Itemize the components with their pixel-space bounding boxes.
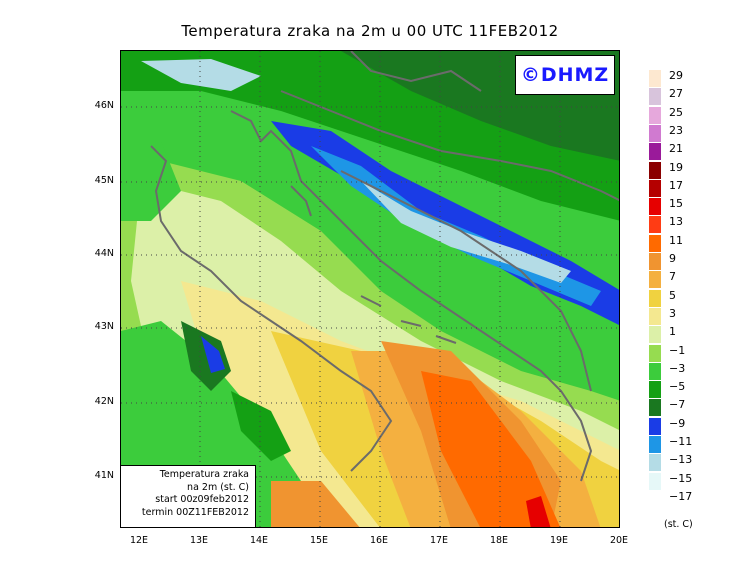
legend-label: 9 [669, 252, 676, 265]
lon-label: 20E [609, 535, 629, 546]
legend-label: 7 [669, 270, 676, 284]
legend-swatch [649, 399, 661, 417]
lat-label: 41N [94, 470, 114, 481]
legend-swatch [649, 253, 661, 270]
legend-label: −15 [669, 471, 693, 485]
lon-label: 14E [249, 535, 269, 546]
lon-label: 16E [369, 535, 389, 546]
lat-label: 42N [94, 396, 114, 407]
island-4 [435, 335, 457, 344]
legend-swatch [649, 161, 661, 179]
info-line-1: Temperatura zraka [159, 469, 249, 480]
legend-swatch [649, 124, 661, 142]
coastline-istria [230, 110, 322, 202]
lat-lon-grid [121, 51, 619, 527]
lon-label: 15E [309, 535, 329, 546]
info-line-2: na 2m (st. C) [187, 481, 249, 493]
legend-swatch [649, 381, 661, 399]
temperature-field-map [121, 51, 619, 527]
legend-label: −1 [669, 343, 686, 357]
legend-swatch [649, 289, 661, 307]
lat-label: 46N [94, 100, 114, 111]
italy-apennine-blue [201, 336, 225, 373]
italy-south-green [231, 391, 291, 461]
legend-label: −7 [669, 398, 686, 412]
legend-label: 13 [669, 215, 683, 229]
legend-label: −5 [669, 380, 686, 394]
lat-label: 44N [94, 248, 114, 259]
legend-swatch [649, 326, 661, 344]
south-hottest [526, 496, 551, 527]
lon-label: 13E [189, 535, 209, 546]
lon-label: 12E [129, 535, 149, 546]
info-box: Temperatura zraka na 2m (st. C) start 00… [121, 465, 256, 527]
coldest-core [361, 181, 571, 283]
italy-south-warm [271, 481, 360, 527]
legend-label: 3 [669, 306, 676, 320]
legend-swatch [649, 436, 661, 453]
legend-label: −13 [669, 453, 693, 467]
legend-unit: (st. C) [664, 519, 693, 530]
info-line-4: termin 00Z11FEB2012 [141, 506, 249, 518]
dhmz-logo: ©DHMZ [515, 55, 615, 95]
lon-label: 18E [489, 535, 509, 546]
coastline-italy [150, 145, 393, 472]
south-hot [421, 371, 561, 527]
border-north [350, 51, 482, 92]
border-inland [280, 90, 619, 202]
lon-label: 17E [429, 535, 449, 546]
coastline-dalmatia [320, 200, 593, 482]
legend-label: 29 [669, 69, 683, 82]
legend-label: −9 [669, 416, 686, 430]
map-panel: ©DHMZ Temperatura zraka na 2m (st. C) st… [120, 50, 620, 528]
legend-swatch [649, 179, 661, 197]
legend-swatch [649, 216, 661, 234]
italy-apennine-dark [181, 321, 231, 391]
island-1 [290, 185, 312, 217]
legend-swatch [649, 271, 661, 289]
italy-valley-green [121, 131, 181, 221]
border-bosnia [340, 170, 592, 392]
info-line-3: start 00z09feb2012 [155, 494, 249, 505]
legend-swatch [649, 490, 661, 508]
legend-swatch [649, 417, 661, 435]
legend-label: 11 [669, 233, 683, 247]
legend-label: 17 [669, 178, 683, 192]
island-3 [400, 320, 422, 327]
legend-swatch [649, 70, 661, 87]
legend-label: 19 [669, 160, 683, 174]
snow-northwest [141, 59, 261, 91]
legend-label: 1 [669, 325, 676, 339]
legend-label: −3 [669, 361, 686, 375]
map-title: Temperatura zraka na 2m u 00 UTC 11FEB20… [181, 22, 559, 40]
lat-label: 45N [94, 175, 114, 186]
legend-label: 25 [669, 105, 683, 119]
legend-swatch [649, 362, 661, 380]
legend-swatch [649, 307, 661, 325]
legend-label: 5 [669, 288, 676, 302]
legend-label: 21 [669, 142, 683, 156]
legend-label: 15 [669, 197, 683, 211]
legend-swatch [649, 344, 661, 362]
coastline-layer [150, 51, 619, 482]
legend-swatch [649, 198, 661, 216]
lat-label: 43N [94, 321, 114, 332]
legend-swatch [649, 143, 661, 161]
legend-label: −11 [669, 435, 693, 448]
legend-swatch [649, 88, 661, 106]
lon-label: 19E [549, 535, 569, 546]
legend-swatch [649, 234, 661, 252]
legend-label: −17 [669, 489, 693, 503]
legend-swatch [649, 454, 661, 472]
legend-swatch [649, 106, 661, 124]
island-2 [360, 295, 382, 307]
legend-swatch [649, 472, 661, 490]
legend-label: 23 [669, 123, 683, 137]
legend-label: 27 [669, 87, 683, 101]
